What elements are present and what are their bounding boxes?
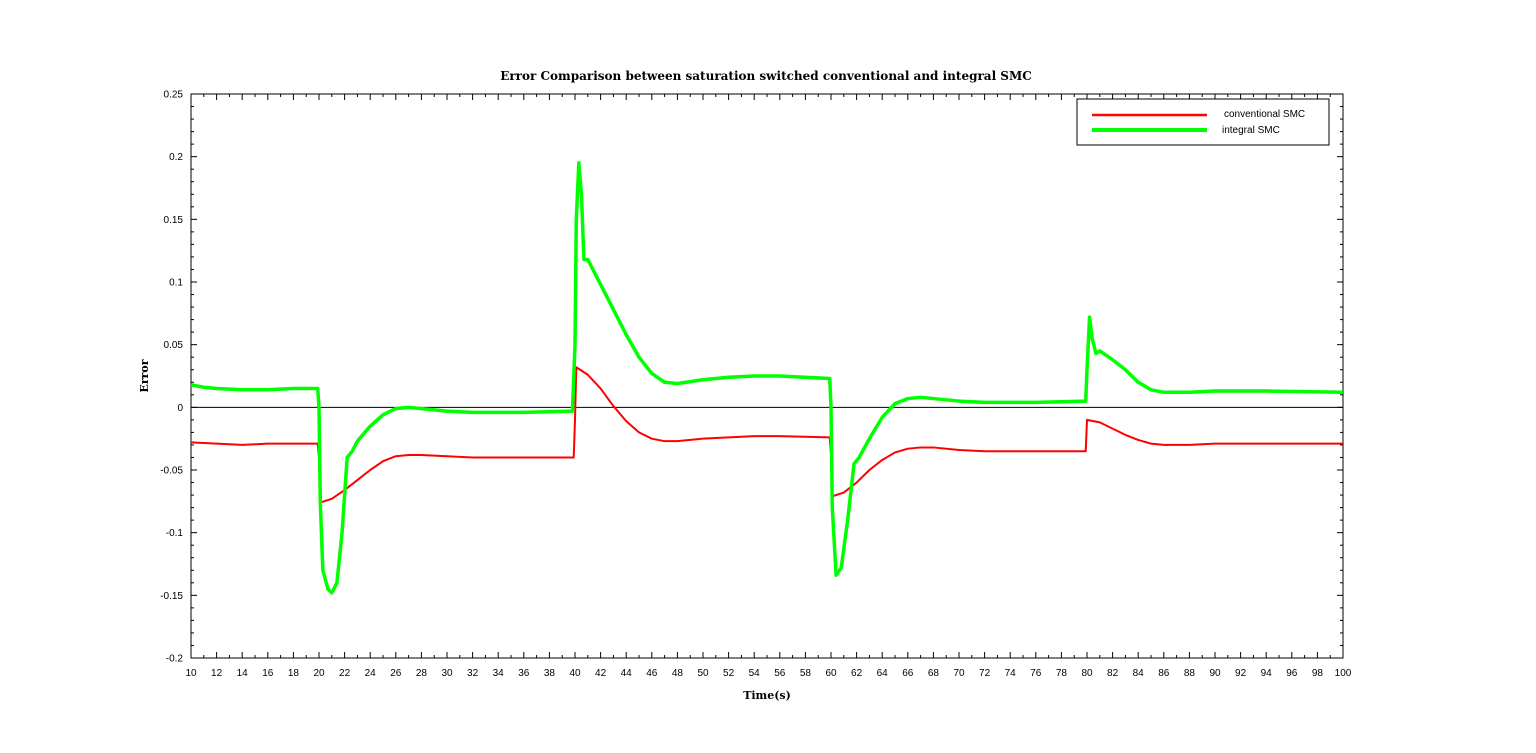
y-tick-label: 0.15 [164, 215, 184, 226]
y-tick-label: -0.05 [160, 466, 183, 477]
x-tick-label: 26 [390, 668, 402, 679]
x-tick-label: 92 [1235, 668, 1247, 679]
x-tick-label: 38 [544, 668, 556, 679]
x-tick-label: 72 [979, 668, 991, 679]
y-tick-label: 0 [177, 403, 183, 414]
x-tick-label: 40 [569, 668, 581, 679]
x-tick-label: 84 [1133, 668, 1145, 679]
tick-layer: 10 12 14 16 18 20 22 24 26 28 30 32 34 36 38 40 42 44 46 48… [160, 90, 1352, 680]
x-tick-label: 36 [518, 668, 530, 679]
x-tick-label: 96 [1286, 668, 1298, 679]
x-tick-label: 16 [262, 668, 274, 679]
x-tick-label: 20 [313, 668, 325, 679]
chart-title: Error Comparison between saturation swit… [500, 69, 1032, 83]
y-tick-label: -0.2 [166, 654, 184, 665]
y-tick-label: 0.05 [164, 340, 184, 351]
x-tick-label: 12 [211, 668, 223, 679]
x-tick-label: 88 [1184, 668, 1196, 679]
x-tick-label: 52 [723, 668, 735, 679]
series-layer [190, 161, 1344, 595]
x-tick-label: 34 [493, 668, 505, 679]
x-tick-label: 22 [339, 668, 351, 679]
x-tick-label: 10 [185, 668, 197, 679]
x-tick-label: 58 [800, 668, 812, 679]
x-tick-label: 48 [672, 668, 684, 679]
x-tick-label: 90 [1209, 668, 1221, 679]
x-tick-label: 78 [1056, 668, 1068, 679]
x-tick-label: 66 [902, 668, 914, 679]
x-tick-label: 28 [416, 668, 428, 679]
x-tick-label: 44 [621, 668, 633, 679]
x-tick-label: 56 [774, 668, 786, 679]
x-tick-label: 74 [1005, 668, 1017, 679]
x-tick-label: 80 [1081, 668, 1093, 679]
series-line-conventional [190, 366, 1343, 504]
x-tick-label: 64 [877, 668, 889, 679]
legend: conventional SMC integral SMC [1076, 98, 1330, 146]
x-tick-label: 86 [1158, 668, 1170, 679]
y-tick-label: -0.15 [160, 591, 183, 602]
x-tick-label: 82 [1107, 668, 1119, 679]
x-tick-label: 98 [1312, 668, 1324, 679]
x-tick-label: 62 [851, 668, 863, 679]
x-tick-label: 70 [953, 668, 965, 679]
x-tick-label: 32 [467, 668, 479, 679]
x-tick-label: 42 [595, 668, 607, 679]
x-tick-label: 14 [237, 668, 249, 679]
x-tick-label: 54 [749, 668, 761, 679]
x-tick-label: 50 [697, 668, 709, 679]
y-axis-label: Error [138, 359, 151, 392]
y-tick-label: 0.1 [169, 278, 183, 289]
series-line-integral [190, 161, 1344, 595]
x-tick-label: 24 [365, 668, 377, 679]
legend-label-integral: integral SMC [1222, 125, 1280, 136]
legend-box [1076, 98, 1330, 146]
x-tick-label: 94 [1261, 668, 1273, 679]
legend-label-conventional: conventional SMC [1224, 109, 1305, 120]
x-axis-label: Time(s) [743, 689, 791, 702]
x-tick-label: 46 [646, 668, 658, 679]
y-tick-label: 0.25 [164, 90, 184, 101]
y-tick-label: -0.1 [166, 528, 184, 539]
x-tick-label: 100 [1335, 668, 1352, 679]
x-tick-label: 68 [928, 668, 940, 679]
x-tick-label: 18 [288, 668, 300, 679]
x-tick-label: 60 [825, 668, 837, 679]
y-tick-label: 0.2 [169, 152, 183, 163]
x-tick-label: 76 [1030, 668, 1042, 679]
x-tick-label: 30 [441, 668, 453, 679]
